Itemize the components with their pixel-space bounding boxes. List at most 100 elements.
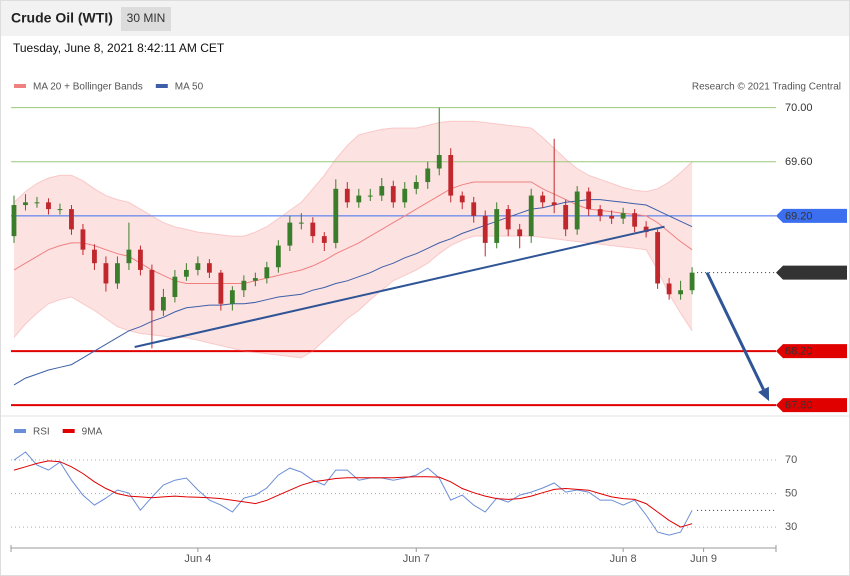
trendline [134, 225, 665, 349]
y-tick-label: 30 [785, 521, 797, 533]
candle-body [425, 168, 431, 183]
candle-body [287, 222, 293, 246]
candle-body [264, 267, 270, 279]
legend-label: MA 20 + Bollinger Bands [33, 82, 143, 93]
candle-body [115, 263, 120, 284]
candle-body [11, 205, 17, 237]
candle-body [310, 222, 316, 237]
band-lower [13, 235, 693, 359]
y-tick-label: 50 [785, 487, 797, 499]
candle-body [34, 202, 40, 204]
level-label: 69.20 [785, 210, 813, 222]
candle-body [367, 195, 373, 197]
candle-body [298, 222, 304, 224]
candle-body [390, 186, 396, 203]
candle-body [505, 209, 511, 230]
credit: Research © 2021 Trading Central [692, 82, 841, 93]
candle-body [540, 195, 546, 203]
candle-body [643, 226, 649, 233]
candle-body [678, 290, 684, 295]
candle-body [321, 236, 327, 243]
level-label: 67.80 [785, 400, 813, 412]
x-tick-label: Jun 7 [403, 553, 430, 565]
level-label: 70.00 [785, 102, 813, 114]
rsi-line [13, 451, 693, 536]
candle-body [69, 209, 74, 230]
level-label: 69.60 [785, 156, 813, 168]
candle-body [252, 278, 258, 281]
candle-body [206, 263, 212, 273]
candle-body [103, 263, 109, 284]
projection-arrow [705, 272, 765, 391]
price-panel: 70.00 69.60 69.20 68.78 68.20 67.80 MA 20 + Bo… [11, 82, 847, 413]
band-upper [13, 120, 693, 237]
candle-body [620, 213, 626, 219]
candle-body [448, 155, 454, 196]
timestamp: Tuesday, June 8, 2021 8:42:11 AM CET [13, 41, 225, 55]
legend-swatch [14, 84, 26, 88]
level-tag [776, 344, 847, 359]
candle-body [126, 249, 132, 264]
candle-body [597, 209, 603, 216]
candle-body [172, 276, 178, 297]
candle-body [413, 182, 419, 189]
legend-label: 9MA [82, 427, 103, 438]
candle-body [655, 232, 661, 284]
x-tick-label: Jun 9 [690, 553, 717, 565]
candle-body [356, 195, 362, 203]
candle-body [241, 280, 247, 291]
timeframe-box[interactable] [121, 7, 171, 31]
candle-body [138, 249, 143, 270]
level-label: 68.20 [785, 345, 813, 357]
rsi-panel: 30 50 70 RSI 9MA Jun 4 Jun 7 Jun 8 Jun 9 [10, 427, 797, 565]
candle-body [563, 205, 569, 230]
candle-body [402, 188, 408, 203]
candle-body [666, 283, 672, 295]
candle-body [632, 213, 638, 227]
candle-body [80, 229, 86, 250]
legend-swatch [62, 429, 75, 433]
candle-body [551, 202, 557, 206]
candle-body [379, 186, 385, 196]
level-tag [776, 398, 847, 413]
candle-body [494, 209, 500, 243]
rsi-line [13, 460, 693, 528]
bollinger-band [14, 121, 693, 358]
y-tick-label: 70 [785, 454, 797, 466]
legend-swatch [14, 429, 26, 433]
candle-body [459, 195, 465, 203]
timeframe[interactable]: 30 MIN [127, 11, 166, 25]
candle-body [609, 215, 615, 219]
candle-body [92, 249, 97, 264]
candle-body [183, 269, 189, 277]
legend-label: MA 50 [175, 82, 204, 93]
x-tick-label: Jun 8 [610, 553, 637, 565]
projection-arrowhead [758, 386, 770, 402]
candle-body [23, 202, 28, 206]
candle-body [149, 269, 155, 311]
candle-body [46, 202, 51, 210]
level-label: 68.78 [785, 267, 813, 279]
candle-body [471, 202, 477, 216]
level-tag [776, 265, 847, 280]
candle-body [160, 296, 166, 311]
candle-body [517, 229, 523, 237]
candle-body [482, 215, 488, 243]
candle-body [586, 191, 592, 210]
candle-body [333, 188, 339, 243]
legend-label: RSI [33, 427, 50, 438]
candle-body [574, 191, 580, 230]
candle-body [195, 263, 201, 270]
candle-body [218, 272, 224, 304]
candle-body [229, 290, 235, 304]
candle-body [528, 195, 534, 237]
level-tag [776, 208, 847, 223]
candle-body [436, 155, 442, 169]
candle-body [275, 245, 281, 268]
candle-body [689, 272, 695, 291]
legend-swatch [155, 84, 168, 88]
x-tick-label: Jun 4 [184, 553, 211, 565]
instrument-title: Crude Oil (WTI) [11, 10, 113, 26]
candle-body [57, 209, 63, 211]
